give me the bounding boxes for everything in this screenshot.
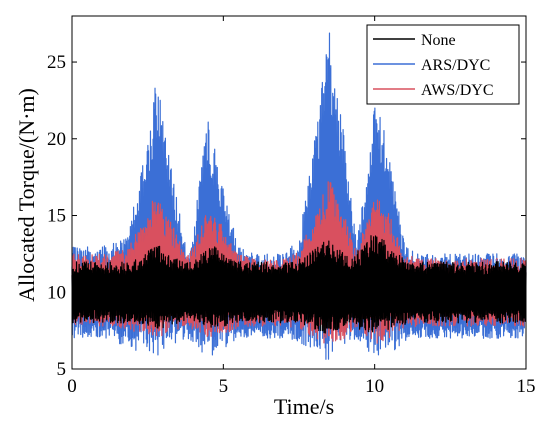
legend-label: None bbox=[421, 32, 456, 49]
legend: None ARS/DYC AWS/DYC bbox=[366, 24, 520, 105]
y-tick-label: 15 bbox=[47, 206, 66, 227]
y-axis-label: Allocated Torque/(N·m) bbox=[14, 88, 39, 302]
x-tick-label: 10 bbox=[365, 376, 384, 397]
x-tick-label: 0 bbox=[67, 376, 77, 397]
y-tick-label: 25 bbox=[47, 52, 66, 73]
series-line-none bbox=[71, 235, 527, 334]
series-layer bbox=[71, 32, 527, 360]
y-tick-label: 20 bbox=[47, 129, 66, 150]
y-tick-label: 5 bbox=[57, 359, 67, 380]
legend-label: AWS/DYC bbox=[421, 82, 494, 99]
x-tick-label: 5 bbox=[219, 376, 229, 397]
x-tick-label: 15 bbox=[517, 376, 536, 397]
plot-frame bbox=[71, 15, 527, 370]
x-axis-label: Time/s bbox=[274, 394, 334, 419]
legend-label: ARS/DYC bbox=[421, 57, 490, 74]
y-tick-label: 10 bbox=[47, 282, 66, 303]
